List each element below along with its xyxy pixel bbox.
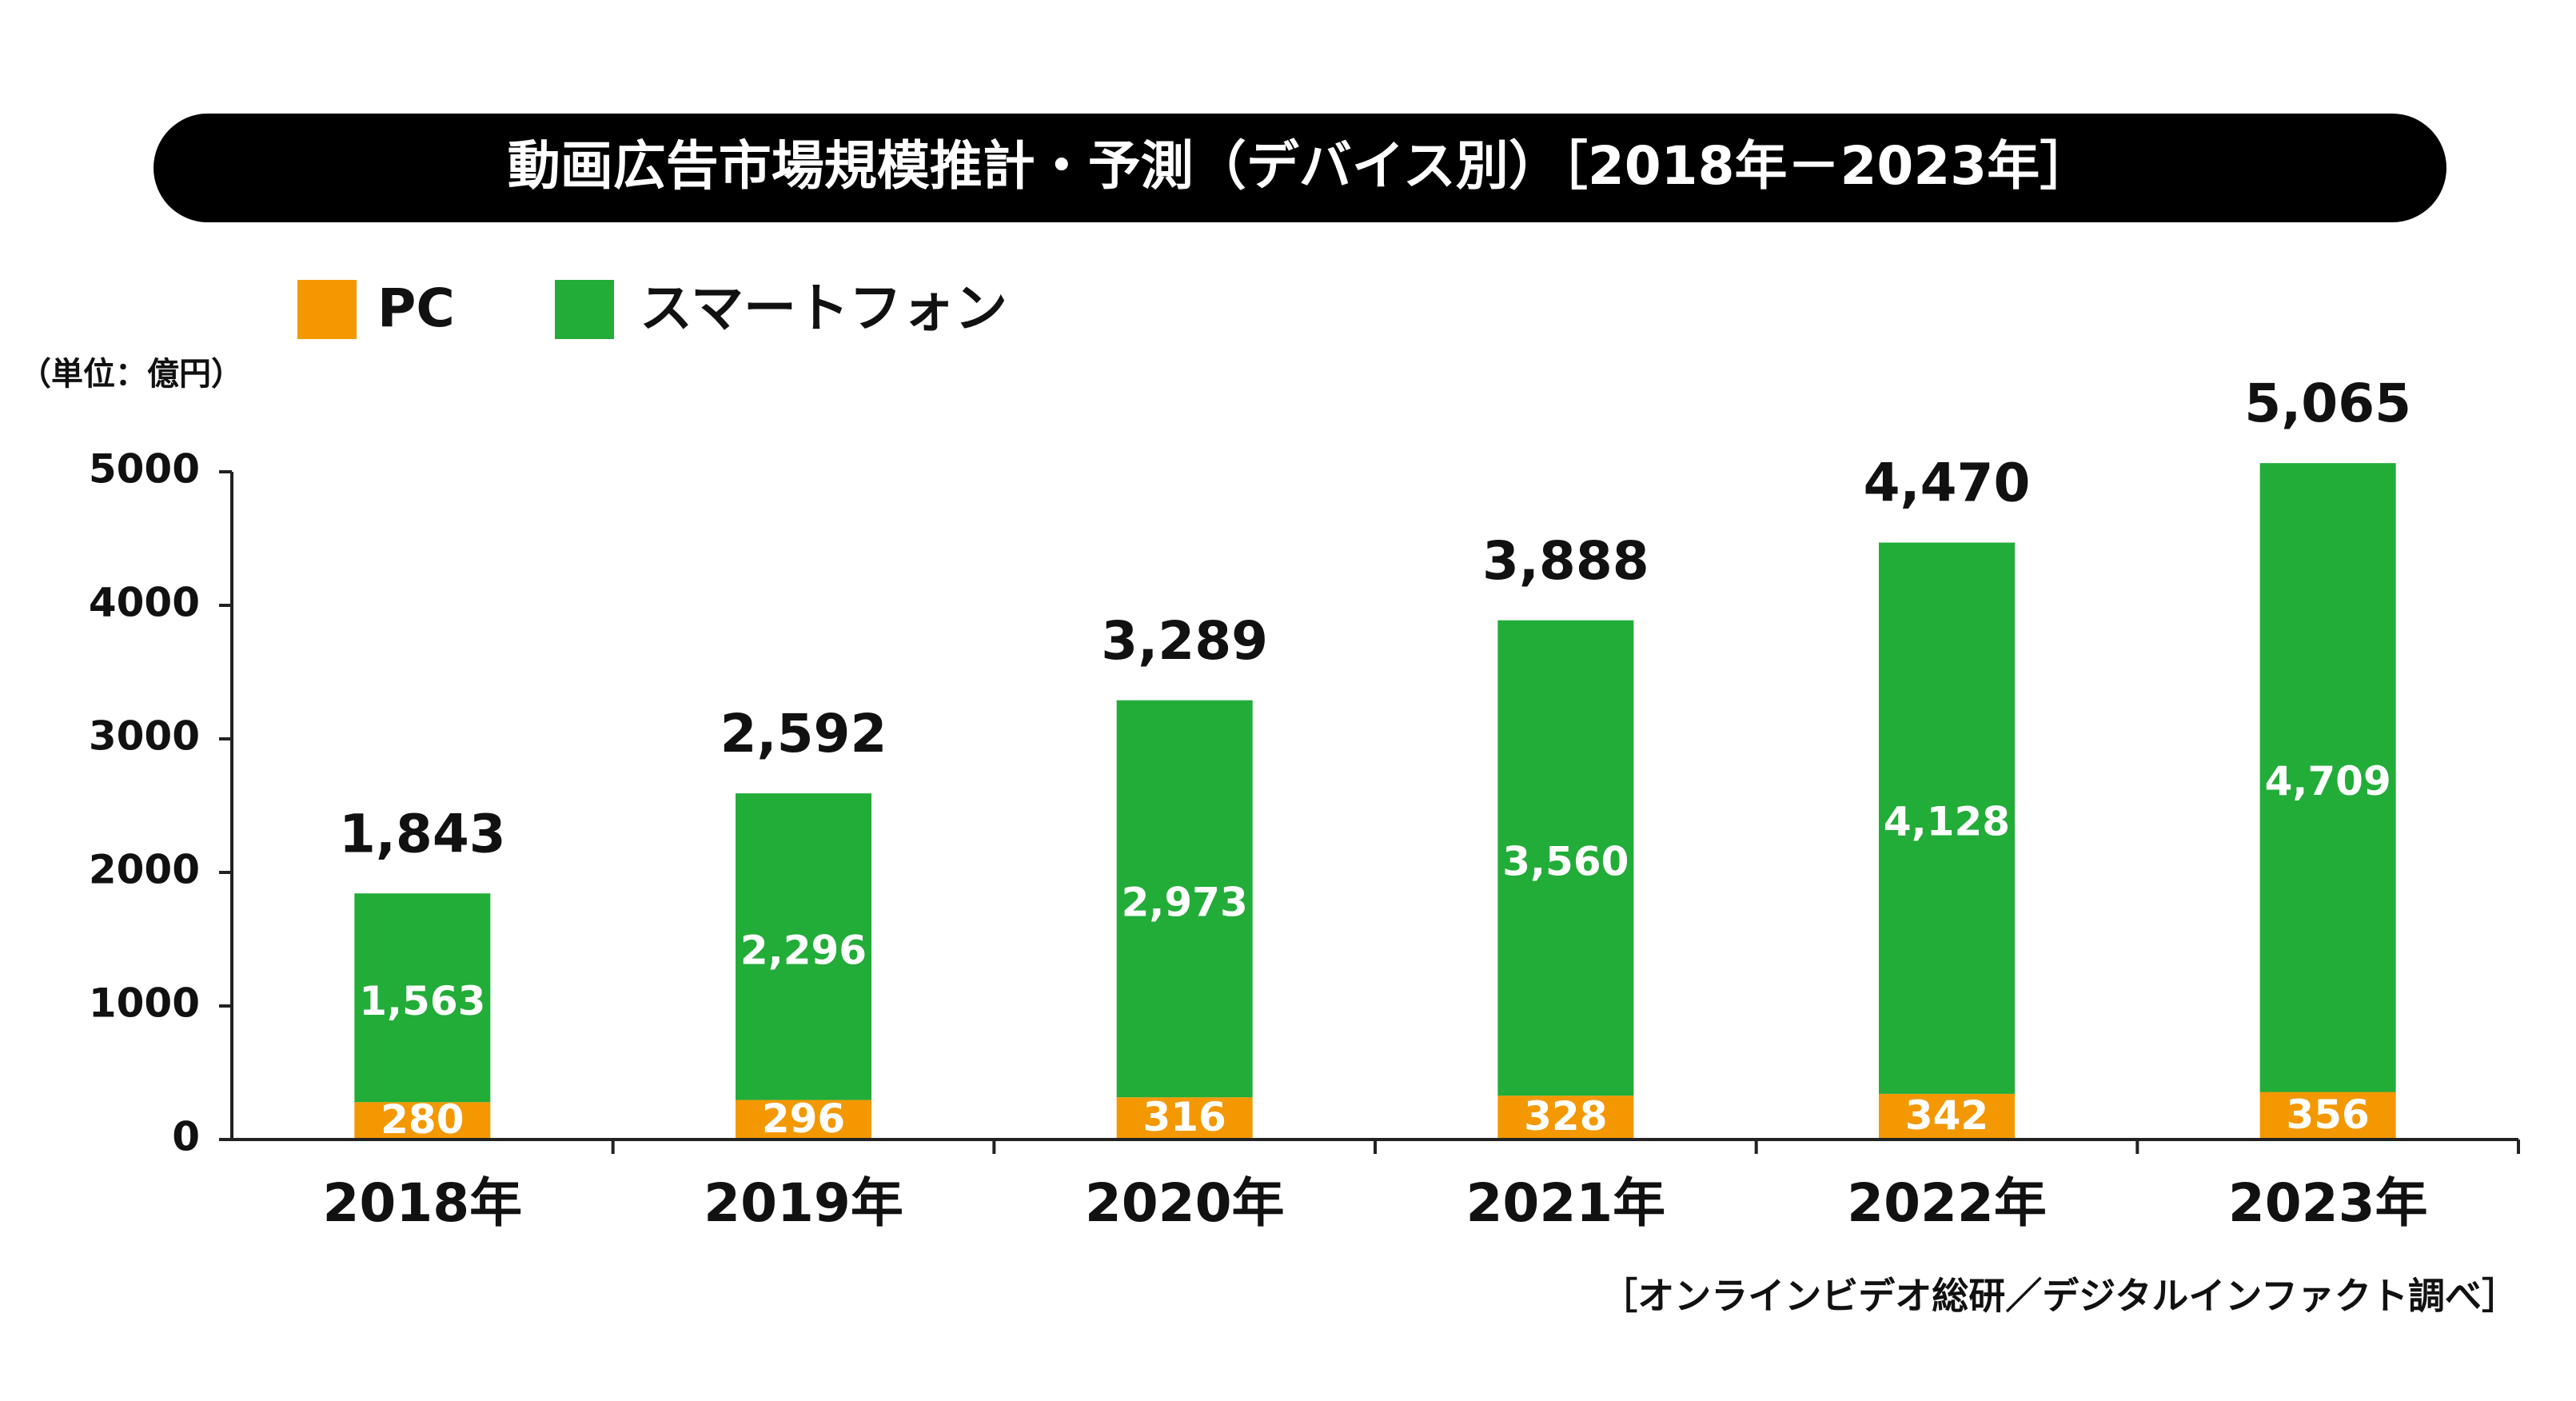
bar-total-label: 5,065 — [2244, 373, 2411, 434]
bar-label-pc: 328 — [1524, 1093, 1607, 1140]
y-tick-label: 2000 — [89, 847, 200, 893]
bar-pc — [1879, 1093, 2015, 1140]
y-tick-label: 5000 — [89, 446, 200, 493]
bar-label-smartphone: 1,563 — [359, 978, 485, 1024]
y-tick-label: 1000 — [89, 980, 200, 1027]
chart-title: 動画広告市場規模推計・予測（デバイス別）［2018年－2023年］ — [508, 135, 2092, 197]
bar-pc — [354, 1102, 491, 1140]
bars: 280 1,563 1,843 296 2,296 2,592 316 2,973 3,289 3… — [339, 373, 2411, 1143]
bar-smartphone — [2259, 463, 2396, 1092]
bar-smartphone — [354, 893, 491, 1103]
bar-smartphone — [1879, 542, 2015, 1094]
bar-label-pc: 316 — [1142, 1094, 1226, 1140]
source-note: ［オンラインビデオ総研／デジタルインファクト調べ］ — [1601, 1275, 2518, 1318]
bar-label-pc: 280 — [381, 1096, 464, 1143]
bar-label-pc: 342 — [1905, 1092, 1988, 1139]
bar-label-smartphone: 4,128 — [1884, 799, 2010, 845]
bar-smartphone — [736, 793, 871, 1100]
bar-pc — [1497, 1096, 1634, 1140]
title-bar — [154, 114, 2446, 222]
bar-label-pc: 356 — [2286, 1092, 2369, 1138]
bar-total-label: 2,592 — [720, 703, 887, 764]
x-tick-label: 2020年 — [1085, 1172, 1285, 1234]
x-tick-label: 2021年 — [1465, 1172, 1665, 1234]
bar-pc — [2259, 1092, 2396, 1140]
legend-label-pc: PC — [377, 277, 455, 339]
bar-smartphone — [1116, 700, 1253, 1098]
x-tick-label: 2019年 — [704, 1172, 903, 1234]
legend-swatch-pc — [297, 280, 357, 339]
bar-pc — [1116, 1097, 1253, 1140]
y-tick-label: 0 — [172, 1114, 200, 1160]
y-tick-label: 3000 — [89, 713, 200, 760]
legend-swatch-smartphone — [555, 280, 614, 339]
bar-total-label: 1,843 — [339, 803, 506, 864]
bar-label-smartphone: 2,973 — [1122, 879, 1248, 925]
unit-label: （単位：億円） — [19, 356, 243, 393]
bar-pc — [736, 1100, 871, 1140]
x-tick-label: 2023年 — [2228, 1172, 2428, 1234]
x-axis: 2018年 2019年 2020年 2021年 2022年 2023年 — [232, 1138, 2520, 1234]
bar-total-label: 3,289 — [1101, 610, 1268, 672]
bar-total-label: 3,888 — [1482, 530, 1649, 592]
bar-label-smartphone: 4,709 — [2265, 758, 2391, 804]
legend: PC スマートフォン — [297, 277, 1007, 339]
bar-label-pc: 296 — [762, 1096, 845, 1142]
x-tick-label: 2022年 — [1847, 1172, 2047, 1234]
bar-total-label: 4,470 — [1864, 453, 2031, 514]
bar-label-smartphone: 2,296 — [740, 927, 867, 973]
bar-smartphone — [1497, 620, 1634, 1096]
legend-label-smartphone: スマートフォン — [640, 277, 1007, 339]
bar-label-smartphone: 3,560 — [1502, 838, 1629, 884]
y-tick-label: 4000 — [89, 580, 200, 626]
x-tick-label: 2018年 — [322, 1172, 522, 1234]
y-axis: 0 1000 2000 3000 4000 5000 — [89, 446, 233, 1160]
